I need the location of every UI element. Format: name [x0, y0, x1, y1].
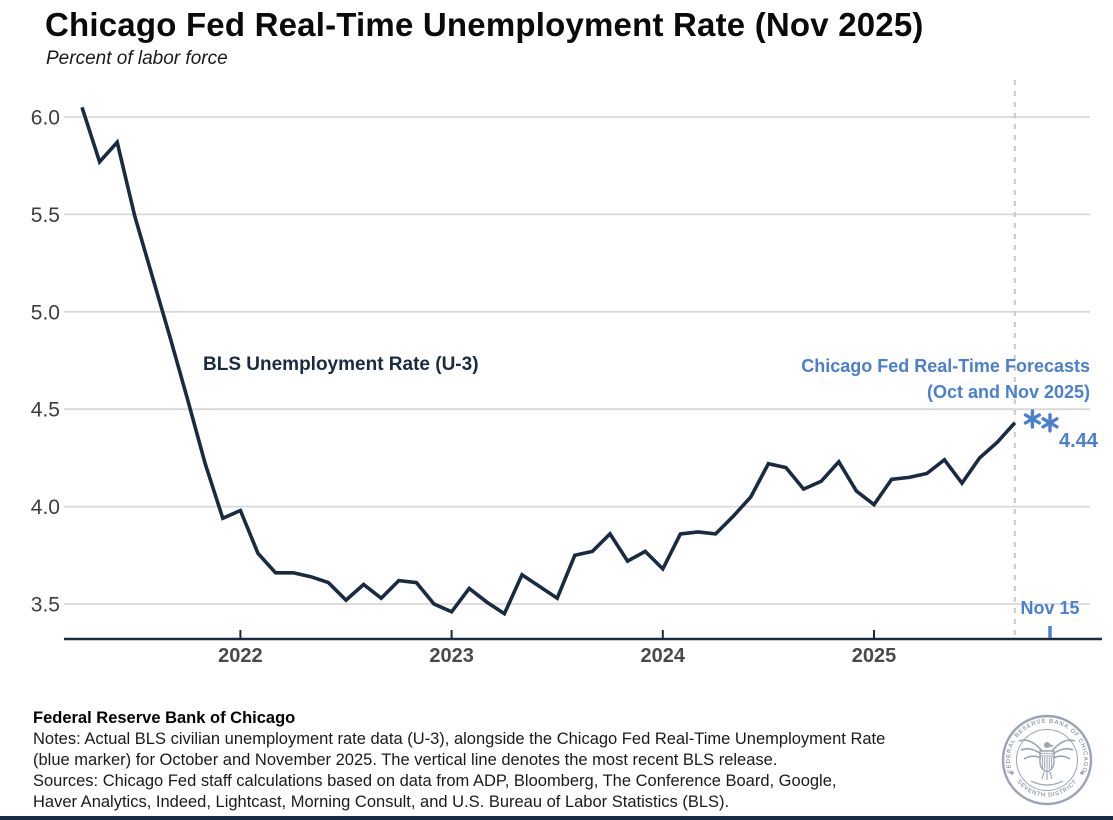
eagle-head: [1044, 742, 1050, 748]
footer-notes-line2: (blue marker) for October and November 2…: [33, 751, 778, 769]
y-tick-label: 4.0: [31, 496, 60, 519]
seal-inner-ring: [1016, 729, 1078, 791]
seal-separator-diamond: [1009, 770, 1015, 776]
y-tick-label: 6.0: [31, 107, 60, 130]
chart-footer: Federal Reserve Bank of Chicago Notes: A…: [33, 708, 885, 813]
page-title: Chicago Fed Real-Time Unemployment Rate …: [45, 6, 924, 43]
x-axis-labels: 2022 2023 2024 2025: [218, 630, 896, 667]
forecast-label-line2: (Oct and Nov 2025): [927, 382, 1090, 402]
asterisk-spoke: [1023, 413, 1042, 425]
eagle-shield: [1039, 750, 1055, 773]
forecast-label-line1: Chicago Fed Real-Time Forecasts: [801, 356, 1090, 376]
forecast-value-label: 4.44: [1059, 430, 1099, 452]
y-tick-label: 5.0: [31, 301, 60, 324]
footer-notes-line1: Notes: Actual BLS civilian unemployment …: [33, 730, 886, 748]
eagle-tail: [1041, 771, 1053, 780]
bls-series-label: BLS Unemployment Rate (U-3): [203, 354, 479, 375]
y-axis-labels: 6.0 5.5 5.0 4.5 4.0 3.5: [31, 107, 60, 617]
gridlines: [64, 116, 1090, 605]
y-tick-label: 3.5: [31, 594, 60, 617]
x-tick-label: 2024: [641, 645, 686, 667]
footer-sources-line2: Haver Analytics, Indeed, Lightcast, Morn…: [33, 793, 730, 811]
seal-separator-diamond: [1079, 770, 1085, 776]
footer-org: Federal Reserve Bank of Chicago: [33, 709, 296, 727]
page-subtitle: Percent of labor force: [46, 48, 228, 69]
asterisk-spoke: [1041, 417, 1059, 429]
y-tick-label: 4.5: [31, 399, 60, 422]
eagle-beak: [1049, 744, 1054, 748]
x-tick-label: 2022: [218, 645, 263, 667]
eagle-wing: [1051, 739, 1076, 760]
bls-unemployment-line: [80, 106, 1017, 617]
y-tick-label: 5.5: [31, 204, 60, 227]
seal-outer-ring: [1001, 714, 1093, 806]
seal-eagle: [1018, 739, 1076, 786]
forecast-asterisk-marker: [1041, 413, 1059, 433]
forecast-markers: [1023, 409, 1059, 433]
nov15-label: Nov 15: [1020, 598, 1079, 618]
footer-sources-line1: Sources: Chicago Fed staff calculations …: [33, 772, 837, 790]
eagle-base-branch: [1030, 780, 1064, 786]
eagle-wing: [1018, 739, 1043, 760]
x-tick-label: 2023: [429, 645, 474, 667]
x-tick-label: 2025: [852, 645, 897, 667]
forecast-asterisk-marker: [1023, 409, 1042, 429]
bottom-border-bar: [0, 816, 1113, 820]
